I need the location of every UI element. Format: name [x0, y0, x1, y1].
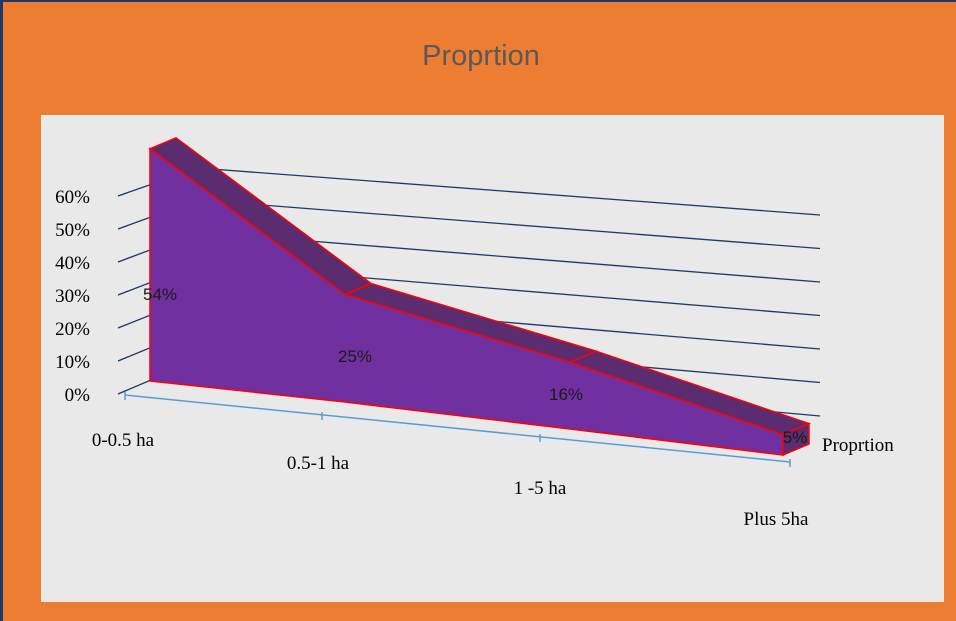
- x-axis-line: [124, 394, 791, 463]
- data-label: 25%: [338, 347, 372, 366]
- y-tick-label: 10%: [55, 352, 90, 373]
- data-label: 54%: [143, 285, 177, 304]
- x-category-label: 0-0.5 ha: [92, 430, 155, 451]
- data-label: 5%: [783, 428, 808, 447]
- y-tick-label: 50%: [55, 220, 90, 241]
- y-tick-label: 0%: [65, 385, 91, 406]
- gridline: [197, 167, 821, 216]
- x-category-label: 0.5-1 ha: [287, 453, 350, 474]
- x-category-label: Plus 5ha: [744, 509, 809, 530]
- area-front-face: [149, 147, 784, 456]
- y-tick-label: 30%: [55, 286, 90, 307]
- y-tick-label: 40%: [55, 253, 90, 274]
- chart-title: Proprtion: [422, 40, 540, 72]
- y-tick-label: 20%: [55, 319, 90, 340]
- x-category-label: 1 -5 ha: [514, 478, 567, 499]
- series-axis-label: Proprtion: [822, 435, 894, 456]
- y-tick-label: 60%: [55, 187, 90, 208]
- gridline: [197, 199, 821, 250]
- data-label: 16%: [549, 385, 583, 404]
